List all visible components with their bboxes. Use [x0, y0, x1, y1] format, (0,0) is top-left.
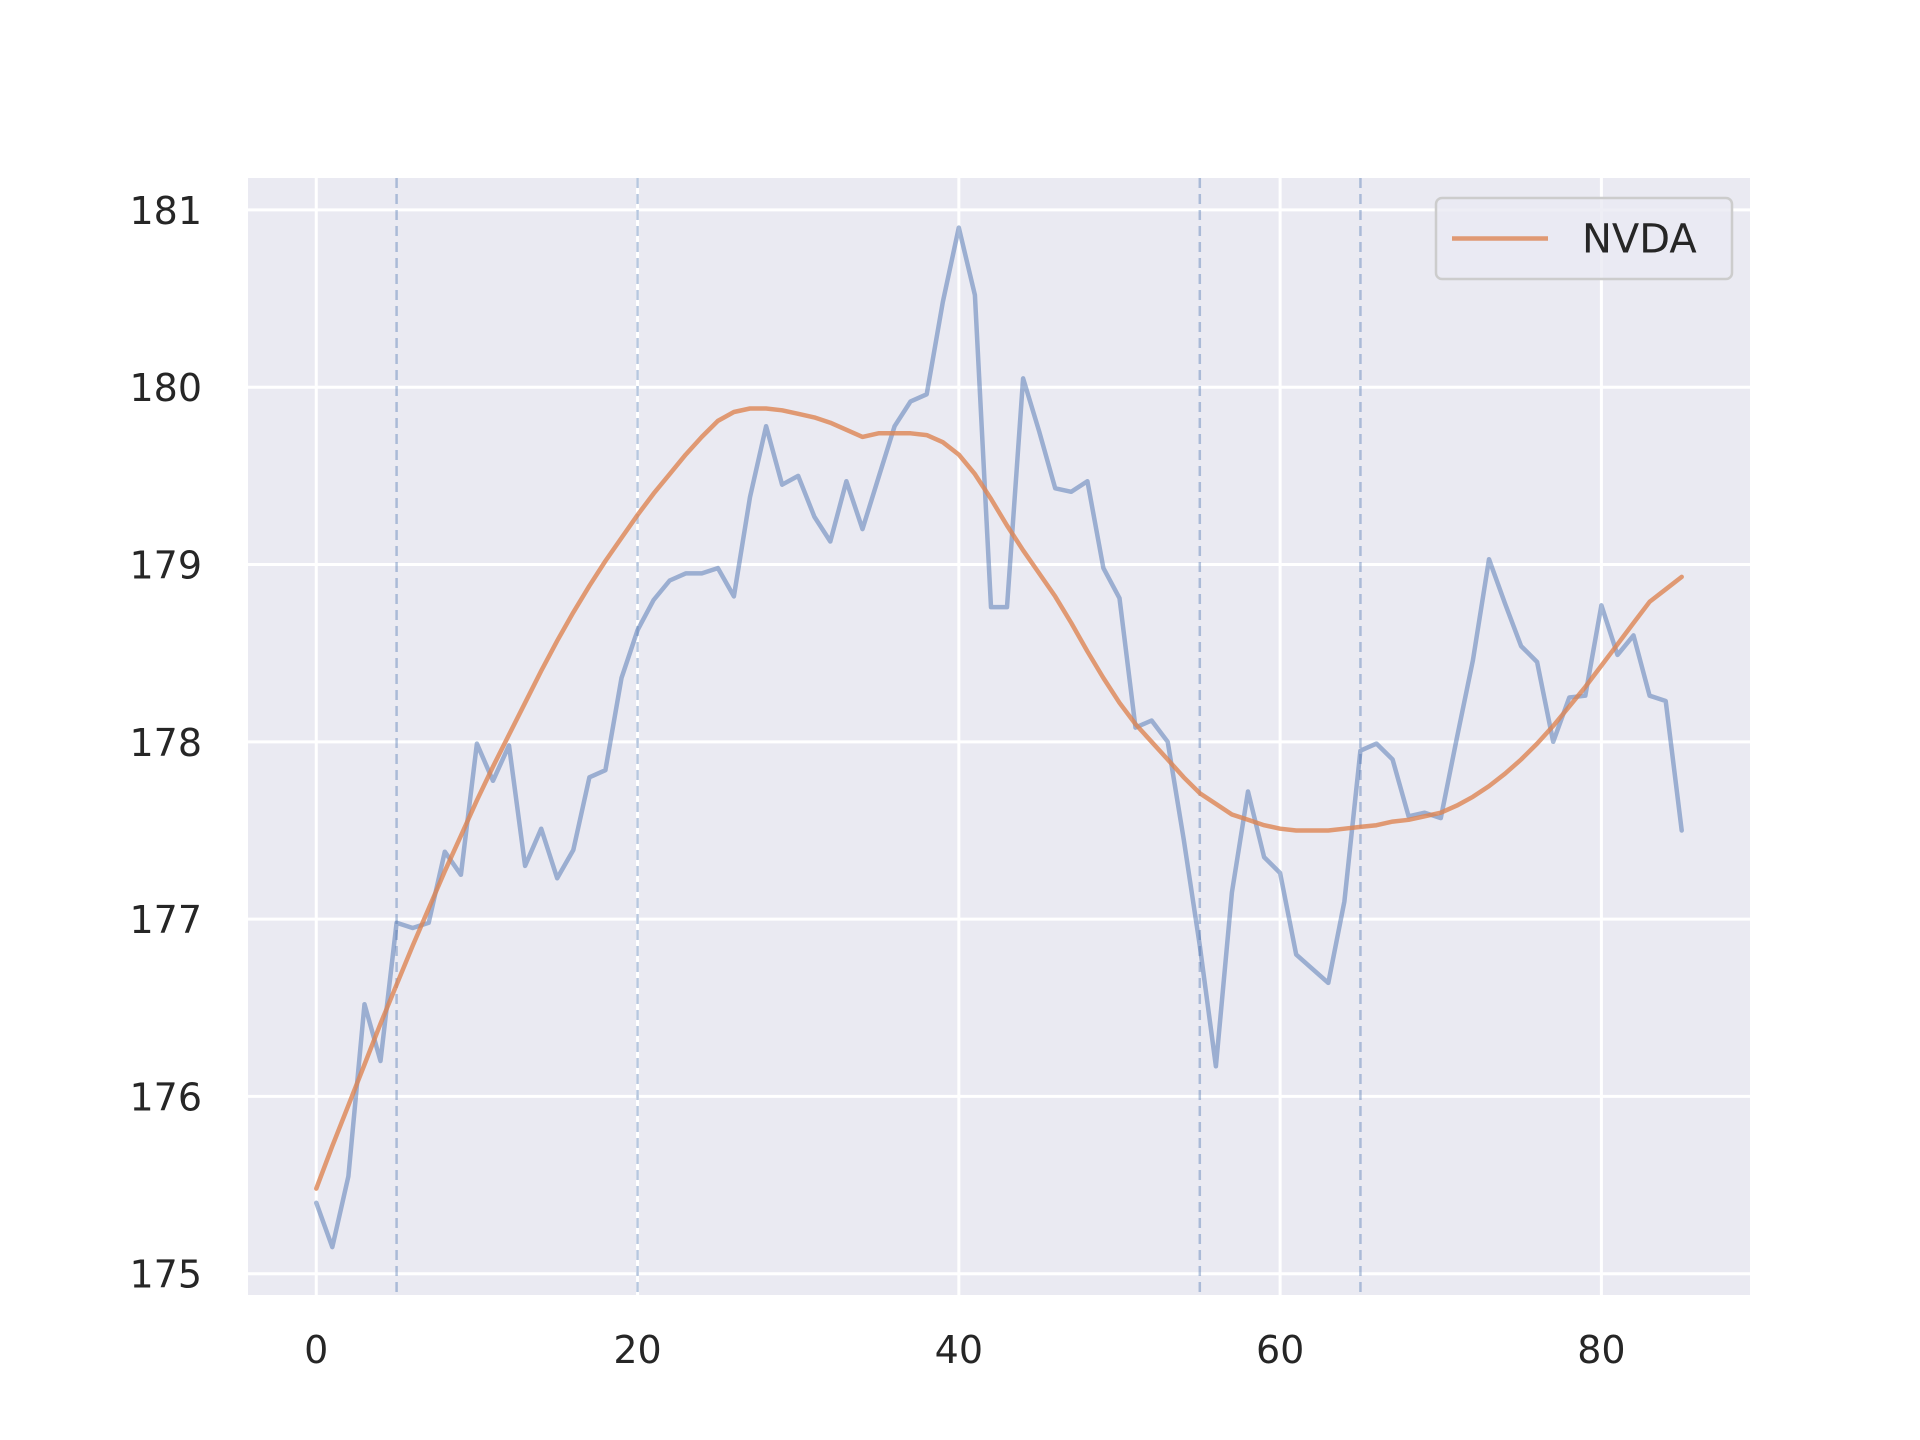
legend-label: NVDA — [1582, 217, 1697, 263]
x-tick-label: 60 — [1256, 1328, 1304, 1372]
y-tick-label: 180 — [129, 366, 202, 410]
x-tick-label: 80 — [1577, 1328, 1625, 1372]
trend-series-line — [314, 406, 1684, 1191]
y-tick-label: 177 — [129, 898, 202, 942]
y-axis-ticks: 175 176 177 178 179 180 181 — [129, 189, 202, 1297]
x-tick-label: 40 — [935, 1328, 983, 1372]
y-tick-label: 178 — [129, 721, 202, 765]
y-tick-label: 181 — [129, 189, 202, 233]
plot-background — [248, 178, 1750, 1295]
x-tick-label: 20 — [613, 1328, 661, 1372]
x-tick-label: 0 — [304, 1328, 328, 1372]
y-tick-label: 176 — [129, 1075, 202, 1119]
legend-box — [1434, 196, 1734, 281]
legend: NVDA — [1434, 196, 1734, 281]
price-series-line — [314, 225, 1684, 1250]
grid — [248, 178, 1750, 1295]
x-axis-ticks: 0 20 40 60 80 — [304, 1328, 1625, 1372]
y-tick-label: 179 — [129, 544, 202, 588]
series-group — [314, 225, 1684, 1250]
vertical-markers — [395, 178, 1362, 1295]
y-tick-label: 175 — [129, 1253, 202, 1297]
